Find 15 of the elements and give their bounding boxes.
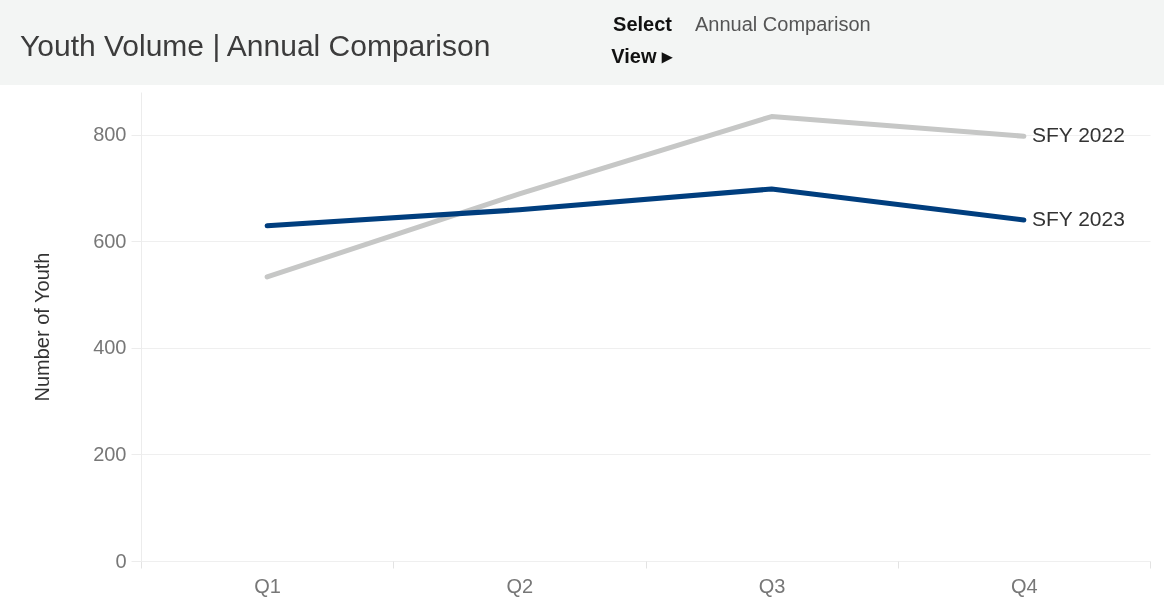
text: Annual Comparison (695, 13, 871, 35)
chart-title: Youth Volume | Annual Comparison (20, 29, 491, 62)
y-tick-label: 200 (93, 442, 127, 465)
x-tick-label: Q2 (506, 574, 534, 597)
series-label: SFY 2022 (1031, 123, 1125, 147)
y-tick-label: 800 (93, 123, 127, 146)
text: Select View ▸ (611, 13, 673, 67)
series-label: SFY 2023 (1031, 206, 1125, 230)
x-tick-label: Q1 (254, 574, 281, 597)
y-tick-label: 400 (93, 336, 127, 359)
y-axis-title: Number of Youth (30, 252, 53, 402)
y-tick-label: 0 (115, 549, 127, 572)
y-tick-label: 600 (93, 229, 127, 252)
x-tick-label: Q3 (758, 574, 786, 597)
x-tick-label: Q4 (1011, 574, 1038, 597)
